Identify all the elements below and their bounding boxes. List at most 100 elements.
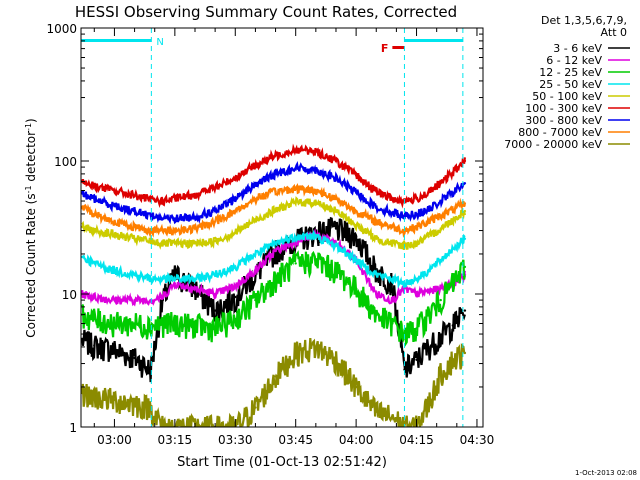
data-point <box>463 202 467 205</box>
data-point <box>334 244 338 248</box>
data-point <box>391 322 394 325</box>
data-point <box>161 322 164 325</box>
data-point <box>133 237 136 240</box>
data-point <box>375 237 378 240</box>
series-50-100-kev <box>81 196 467 251</box>
data-point <box>294 201 297 204</box>
series-line <box>81 196 466 251</box>
data-point <box>334 227 338 230</box>
data-point <box>451 324 454 327</box>
data-point <box>314 189 317 192</box>
data-point <box>274 172 277 176</box>
data-point <box>427 235 430 238</box>
data-point <box>314 150 317 153</box>
flare-label: F <box>381 42 389 55</box>
series-7000-20000-kev <box>81 338 467 427</box>
legend-label: 7000 - 20000 keV <box>504 138 602 151</box>
data-point <box>274 154 277 157</box>
data-point <box>133 356 136 360</box>
data-point <box>415 197 418 200</box>
data-point <box>294 148 297 151</box>
data-point <box>93 395 96 398</box>
data-point <box>193 277 197 280</box>
data-point <box>274 375 277 378</box>
data-point <box>234 176 237 179</box>
legend-header: Att 0 <box>601 26 627 39</box>
data-point <box>439 214 442 217</box>
legend-label: 800 - 7000 keV <box>518 126 602 139</box>
data-point <box>173 242 177 245</box>
data-point <box>234 209 237 213</box>
y-tick-label: 1 <box>69 421 77 435</box>
data-point <box>439 258 442 262</box>
series-line <box>81 250 466 347</box>
y-tick-label: 100 <box>54 155 77 169</box>
data-point <box>354 209 358 213</box>
data-point <box>254 197 257 200</box>
y-axis-label-part: Corrected Count Rate (s <box>24 193 38 337</box>
data-point <box>415 277 418 280</box>
series-line <box>81 143 466 209</box>
data-point <box>314 235 317 238</box>
data-point <box>463 182 467 185</box>
data-point <box>149 277 152 280</box>
series-layer <box>81 143 467 427</box>
data-point <box>463 209 467 213</box>
data-point <box>274 190 277 193</box>
y-tick-label: 1000 <box>46 22 77 36</box>
legend-label: 50 - 100 keV <box>532 90 602 103</box>
data-point <box>375 273 378 276</box>
data-point <box>133 194 136 197</box>
data-point <box>439 199 442 203</box>
x-tick-label: 04:15 <box>399 433 434 447</box>
data-point <box>234 295 237 299</box>
data-point <box>234 231 237 234</box>
data-point <box>234 317 237 321</box>
data-point <box>439 227 442 230</box>
data-point <box>213 309 217 312</box>
data-point <box>173 217 177 220</box>
data-point <box>463 237 467 240</box>
data-point <box>93 184 96 188</box>
data-point <box>193 193 197 196</box>
y-axis-label-part: detector <box>24 131 38 186</box>
data-point <box>149 214 152 217</box>
data-point <box>161 295 164 299</box>
data-point <box>234 265 237 269</box>
data-point <box>133 322 136 325</box>
x-tick-label: 03:00 <box>97 433 132 447</box>
data-point <box>113 204 116 208</box>
data-point <box>254 164 257 167</box>
data-point <box>213 186 217 189</box>
data-point <box>193 215 197 219</box>
data-point <box>354 191 358 194</box>
data-point <box>93 295 96 299</box>
flare-marker <box>392 46 405 49</box>
data-point <box>439 298 442 302</box>
data-point <box>173 277 177 280</box>
data-point <box>113 233 116 236</box>
data-point <box>149 239 152 243</box>
legend-label: 12 - 25 keV <box>539 66 602 79</box>
data-point <box>213 327 217 330</box>
data-point <box>334 269 338 272</box>
data-point <box>403 368 406 371</box>
data-point <box>334 159 338 163</box>
series-line <box>81 216 466 383</box>
series-line <box>81 229 466 289</box>
x-tick-label: 03:15 <box>158 433 193 447</box>
data-point <box>415 225 418 228</box>
legend-label: 3 - 6 keV <box>553 42 602 55</box>
x-tick-label: 03:30 <box>218 433 253 447</box>
series-line <box>81 182 466 239</box>
data-point <box>213 220 217 223</box>
data-point <box>391 225 394 228</box>
data-point <box>81 205 84 209</box>
data-point <box>314 168 317 171</box>
data-point <box>391 298 394 302</box>
data-point <box>234 284 237 288</box>
data-point <box>375 292 378 296</box>
timestamp: 1-Oct-2013 02:08 <box>575 469 637 477</box>
y-tick-label: 10 <box>62 288 77 302</box>
chart-title: HESSI Observing Summary Count Rates, Cor… <box>75 3 457 21</box>
